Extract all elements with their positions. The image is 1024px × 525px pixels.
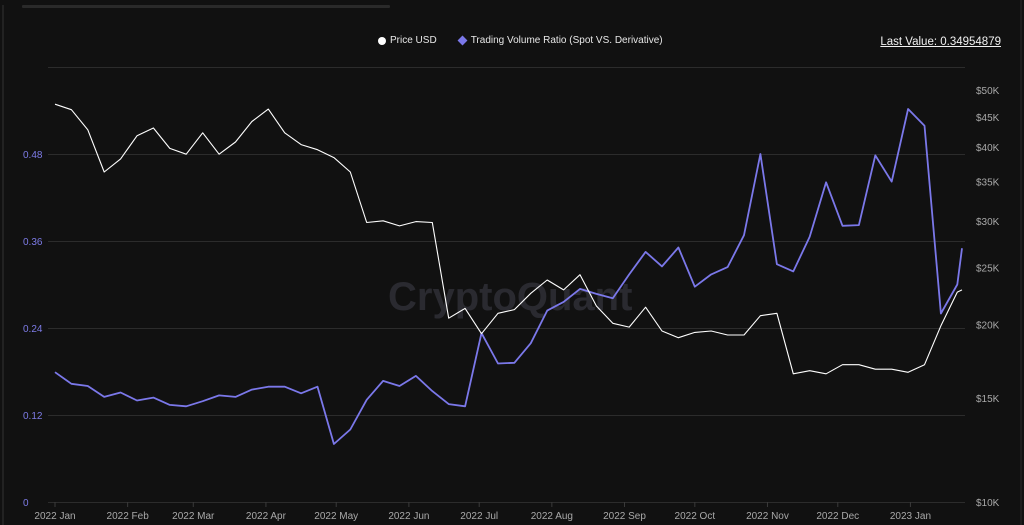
last-value-link[interactable]: Last Value: 0.34954879 (880, 36, 1001, 48)
left-y-axis: 0 0.12 0.24 0.36 0.48 (23, 150, 43, 509)
right-axis-tick: $40K (976, 143, 1000, 154)
legend-ratio-label: Trading Volume Ratio (Spot VS. Derivativ… (470, 35, 663, 46)
grid-lines (48, 67, 965, 503)
chart-legend: Price USD Trading Volume Ratio (Spot VS.… (378, 35, 663, 46)
left-axis-tick: 0 (23, 498, 29, 509)
x-axis: 2022 Jan 2022 Feb 2022 Mar 2022 Apr 2022 May… (34, 502, 931, 522)
watermark: CryptoQuant (388, 275, 632, 319)
legend-item-price[interactable]: Price USD (378, 35, 437, 46)
x-axis-tick: 2023 Jan (890, 511, 931, 522)
right-axis-tick: $50K (976, 86, 1000, 97)
left-border (2, 5, 4, 525)
left-axis-tick: 0.12 (23, 411, 43, 422)
right-border (1020, 0, 1022, 525)
left-axis-tick: 0.24 (23, 324, 43, 335)
right-axis-tick: $30K (976, 217, 1000, 228)
right-axis-tick: $10K (976, 498, 1000, 509)
right-axis-tick: $45K (976, 113, 1000, 124)
x-axis-tick: 2022 May (314, 511, 358, 522)
right-axis-tick: $15K (976, 394, 1000, 405)
x-axis-tick: 2022 Nov (746, 511, 789, 522)
x-axis-tick: 2022 Feb (107, 511, 150, 522)
x-axis-tick: 2022 Dec (816, 511, 859, 522)
right-axis-tick: $20K (976, 321, 1000, 332)
ratio-series-line (54, 108, 963, 445)
right-axis-tick: $35K (976, 177, 1000, 188)
scroll-track[interactable] (22, 5, 390, 8)
x-axis-tick: 2022 Jan (34, 511, 75, 522)
top-scroll-bar (0, 0, 1024, 10)
x-axis-tick: 2022 Jul (460, 511, 498, 522)
legend-item-ratio[interactable]: Trading Volume Ratio (Spot VS. Derivativ… (457, 35, 663, 46)
x-axis-tick: 2022 Aug (531, 511, 573, 522)
right-axis-tick: $25K (976, 263, 1000, 274)
left-axis-tick: 0.36 (23, 237, 43, 248)
x-axis-tick: 2022 Oct (675, 511, 716, 522)
x-axis-tick: 2022 Sep (603, 511, 646, 522)
x-axis-tick: 2022 Mar (172, 511, 215, 522)
circle-icon (378, 36, 386, 45)
x-axis-tick: 2022 Jun (388, 511, 429, 522)
right-y-axis: $10K $15K $20K $25K $30K $35K $40K $45K $50K (976, 86, 1000, 509)
left-axis-tick: 0.48 (23, 150, 43, 161)
x-axis-tick: 2022 Apr (246, 511, 287, 522)
legend-price-label: Price USD (390, 35, 437, 46)
price-series-line (54, 103, 963, 375)
